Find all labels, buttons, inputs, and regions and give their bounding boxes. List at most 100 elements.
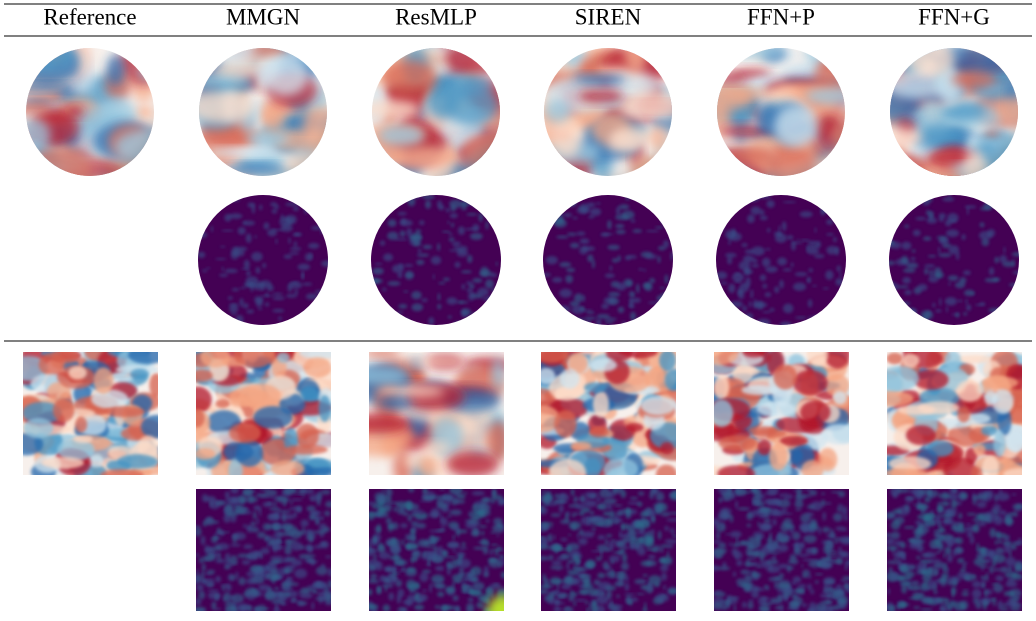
speck [466,281,473,285]
speck [570,243,580,249]
speck [980,222,985,227]
speck [760,607,770,612]
speck [716,531,720,540]
speck [563,213,572,217]
speck [666,518,680,521]
speck [823,287,829,289]
speck [762,602,772,605]
speck [998,540,1002,544]
blob [353,367,409,385]
speck [956,252,960,260]
speck [414,582,419,589]
speck [616,595,620,598]
speck [467,255,472,263]
speck [448,541,460,549]
speck [584,317,597,320]
speck [205,548,213,553]
speck [479,196,489,206]
speck [767,228,770,233]
square [867,340,1036,488]
speck [791,263,794,268]
speck [947,554,953,563]
speck [497,534,500,537]
speck [607,492,614,498]
speck [543,210,548,217]
speck [917,284,927,291]
speck [762,597,770,600]
blob [665,369,684,391]
speck [645,197,655,204]
speck [919,489,931,495]
speck [766,200,774,208]
speck [302,495,305,498]
blob [418,455,437,479]
speck [263,222,269,229]
speck [192,607,206,614]
blob [128,346,168,364]
speck [746,513,753,521]
speck [365,589,372,596]
speck [229,304,238,313]
speck [579,584,583,588]
column-header: FFN+G [918,4,990,29]
globe [0,37,184,193]
blob [702,342,738,365]
speck [481,297,494,301]
speck [741,243,747,247]
speck [897,302,910,306]
speck [803,535,816,544]
speck [431,256,441,265]
speck [947,516,953,523]
speck [838,504,843,508]
speck [235,572,238,580]
square [181,340,346,483]
speck [990,550,994,558]
speck [747,214,755,223]
speck [579,589,591,594]
speck [215,576,221,583]
speck [394,554,399,563]
speck [248,551,260,557]
speck [751,572,761,578]
blob [117,454,158,468]
blob [822,424,858,444]
speck [917,563,927,572]
speck [605,548,612,551]
speck [896,488,909,493]
speck [244,496,257,503]
blob [277,352,290,363]
speck [246,591,256,600]
speck [542,574,546,582]
speck [830,529,834,539]
speck [239,287,246,289]
speck [962,592,970,597]
speck [833,513,843,522]
speck [822,512,826,521]
speck [605,539,608,546]
speck [554,535,556,540]
speck [290,247,301,251]
blob [73,435,92,443]
speck [220,318,230,323]
speck [1004,517,1013,525]
speck [999,566,1009,572]
speck [772,519,776,526]
square [699,341,863,487]
speck [913,606,920,609]
speck [575,599,587,602]
speck [745,313,753,320]
speck [397,595,402,604]
speck [550,513,560,517]
speck [1004,591,1016,597]
speck [259,204,262,210]
speck [479,212,483,222]
speck [737,288,742,295]
speck [273,523,281,528]
speck [801,564,803,567]
speck [621,562,629,570]
speck [422,245,432,249]
speck [916,534,925,537]
speck [197,574,200,583]
speck [470,233,483,240]
speck [717,307,722,312]
